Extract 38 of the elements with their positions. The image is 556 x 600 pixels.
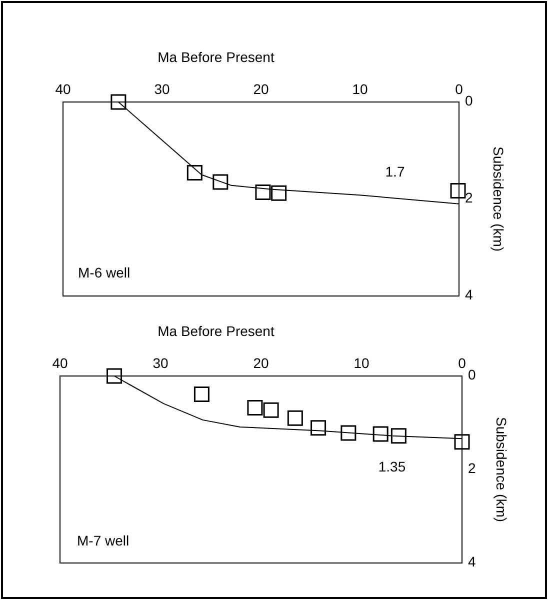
- point: [271, 185, 287, 201]
- x-tick-label: 20: [253, 81, 269, 97]
- x-tick-label: 10: [354, 355, 370, 371]
- annotation: 1.35: [378, 458, 406, 475]
- point: [263, 402, 279, 418]
- annotation: M-6 well: [78, 264, 130, 281]
- point: [287, 410, 303, 426]
- y-axis-title: Subsidence (km): [490, 146, 506, 252]
- point: [372, 426, 388, 442]
- x-tick-label: 30: [154, 81, 170, 97]
- x-tick-label: 20: [253, 355, 269, 371]
- point: [247, 400, 263, 416]
- point: [340, 425, 356, 441]
- point: [454, 434, 470, 450]
- x-tick-label: 10: [352, 81, 368, 97]
- point: [255, 184, 271, 200]
- point: [390, 428, 406, 444]
- y-tick-label: 4: [465, 286, 473, 303]
- y-tick-label: 2: [468, 460, 476, 476]
- y-axis-title: Subsidence (km): [493, 416, 510, 522]
- point: [110, 94, 126, 110]
- annotation: M-7 well: [77, 532, 130, 549]
- point: [186, 165, 202, 181]
- x-axis-title: Ma Before Present: [158, 49, 274, 65]
- point: [310, 420, 326, 436]
- point: [212, 174, 228, 190]
- x-tick-label: 40: [55, 81, 71, 97]
- y-tick-label: 0: [465, 92, 473, 109]
- y-tick-label: 0: [468, 366, 476, 383]
- x-tick-label: 30: [152, 355, 168, 371]
- x-axis-title: Ma Before Present: [158, 323, 274, 339]
- x-tick-label: 40: [52, 355, 68, 371]
- point: [106, 368, 122, 384]
- point: [194, 386, 210, 402]
- y-tick-label: 4: [468, 554, 476, 570]
- point: [450, 183, 466, 199]
- y-tick-label: 2: [465, 190, 473, 206]
- annotation: 1.7: [385, 164, 405, 180]
